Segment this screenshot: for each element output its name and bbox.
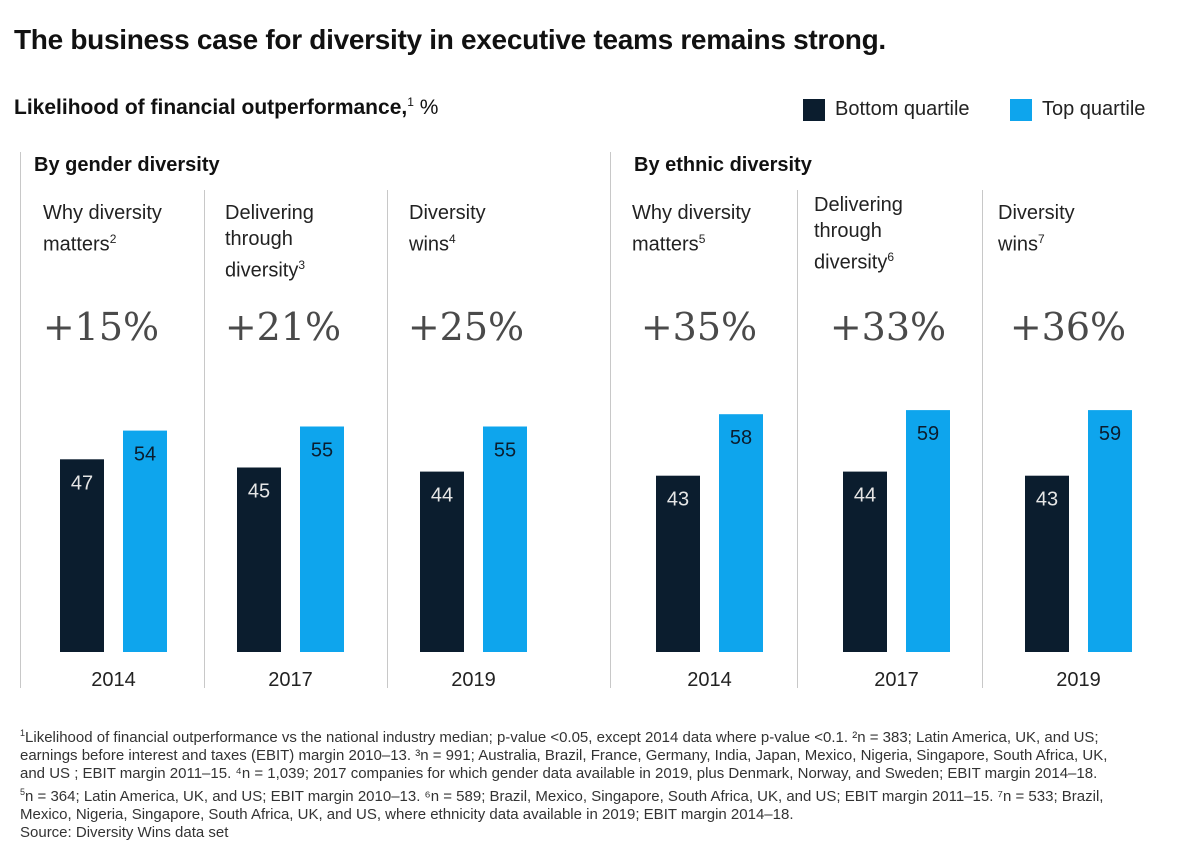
separator-ethnic-1 xyxy=(797,190,798,688)
column-label-gender-2014: Why diversity matters2 xyxy=(43,200,162,258)
column-label-line: wins7 xyxy=(998,232,1045,256)
source-note: Source: Diversity Wins data set xyxy=(20,824,229,841)
bar-value-label: 43 xyxy=(667,489,689,511)
bar-value-label: 44 xyxy=(854,485,876,507)
bar-value-label: 59 xyxy=(917,423,939,445)
column-label-line: Diversity xyxy=(409,202,486,224)
legend-label-top: Top quartile xyxy=(1042,98,1146,120)
column-label-footnote-marker: 2 xyxy=(109,232,117,246)
bar-bottom-quartile xyxy=(656,475,700,652)
bar-top-quartile xyxy=(123,430,167,652)
bar-value-label: 54 xyxy=(134,444,156,466)
separator-ethnic-2 xyxy=(982,190,983,688)
footnote-line: and US ; EBIT margin 2011–15. ⁴n = 1,039… xyxy=(20,765,1098,782)
separator-ethnic-left xyxy=(610,152,611,688)
chart-title: The business case for diversity in execu… xyxy=(14,24,886,55)
column-label-line: Delivering xyxy=(225,202,314,224)
bar-chart: 47 54 2014 45 55 2017 44 55 2019 43 58 2014 44 59 2017… xyxy=(60,410,1132,691)
footnote-marker: 5 xyxy=(20,787,26,797)
bar-bottom-quartile xyxy=(1025,475,1069,652)
bar-value-label: 47 xyxy=(71,472,93,494)
legend-label-bottom: Bottom quartile xyxy=(835,98,970,120)
outperformance-gender-2017: +21% xyxy=(224,305,342,349)
x-tick-label: 2014 xyxy=(687,669,732,691)
column-label-footnote-marker: 4 xyxy=(449,232,456,246)
bar-bottom-quartile xyxy=(420,471,464,652)
column-label-line: Diversity xyxy=(998,202,1075,224)
column-label-line: through xyxy=(225,228,293,250)
column-label-line: wins4 xyxy=(409,232,456,256)
column-label-footnote-marker: 5 xyxy=(698,232,706,246)
chart-subtitle: Likelihood of financial outperformance,1… xyxy=(14,95,438,120)
bar-bottom-quartile xyxy=(60,459,104,652)
column-label-footnote-marker: 6 xyxy=(887,250,895,264)
bar-top-quartile xyxy=(1088,410,1132,652)
column-label-line: matters5 xyxy=(632,232,706,256)
subtitle-footnote-marker: 1 xyxy=(407,95,414,109)
x-tick-label: 2019 xyxy=(451,669,496,691)
column-label-ethnic-2019: Diversity wins7 xyxy=(998,200,1075,258)
column-label-ethnic-2014: Why diversity matters5 xyxy=(632,200,751,258)
footnotes: 1Likelihood of financial outperformance … xyxy=(20,724,1170,842)
group-title-ethnic: By ethnic diversity xyxy=(634,154,812,176)
column-label-ethnic-2017: Delivering through diversity6 xyxy=(814,192,903,276)
column-label-line: diversity6 xyxy=(814,250,895,274)
bar-value-label: 44 xyxy=(431,485,453,507)
legend-swatch-top xyxy=(1010,98,1032,121)
subtitle-unit: % xyxy=(413,96,439,119)
separator-gender-2 xyxy=(387,190,388,688)
footnote-line: Mexico, Nigeria, Singapore, South Africa… xyxy=(20,806,794,823)
bar-top-quartile xyxy=(483,426,527,652)
footnote-line: 1Likelihood of financial outperformance … xyxy=(20,728,1099,746)
column-label-line: Why diversity xyxy=(632,202,751,224)
bar-top-quartile xyxy=(906,410,950,652)
bar-value-label: 45 xyxy=(248,481,270,503)
column-label-gender-2019: Diversity wins4 xyxy=(409,200,486,258)
footnote-lines: 1Likelihood of financial outperformance … xyxy=(20,724,1170,824)
footnote-line: 5n = 364; Latin America, UK, and US; EBI… xyxy=(20,787,1104,805)
legend-top-quartile: Top quartile xyxy=(1010,98,1145,121)
legend-bottom-quartile: Bottom quartile xyxy=(803,98,970,121)
outperformance-ethnic-2017: +33% xyxy=(829,305,947,349)
outperformance-gender-2019: +25% xyxy=(407,305,525,349)
x-tick-label: 2017 xyxy=(874,669,919,691)
bar-value-label: 58 xyxy=(730,427,752,449)
separator-gender-1 xyxy=(204,190,205,688)
column-label-line: Delivering xyxy=(814,194,903,216)
x-tick-label: 2017 xyxy=(268,669,313,691)
separator-gender-left xyxy=(20,152,21,688)
bar-value-label: 43 xyxy=(1036,489,1058,511)
column-label-footnote-marker: 7 xyxy=(1038,232,1045,246)
column-label-footnote-marker: 3 xyxy=(298,258,306,272)
group-title-gender: By gender diversity xyxy=(34,154,220,176)
column-label-line: Why diversity xyxy=(43,202,162,224)
outperformance-ethnic-2014: +35% xyxy=(640,305,758,349)
outperformance-gender-2014: +15% xyxy=(42,305,160,349)
column-label-line: matters2 xyxy=(43,232,117,256)
bar-value-label: 55 xyxy=(494,440,516,462)
legend-swatch-bottom xyxy=(803,98,825,121)
x-tick-label: 2019 xyxy=(1056,669,1101,691)
footnote-line: earnings before interest and taxes (EBIT… xyxy=(20,747,1108,764)
column-label-gender-2017: Delivering through diversity3 xyxy=(225,200,314,284)
column-label-line: diversity3 xyxy=(225,258,306,282)
bar-value-label: 59 xyxy=(1099,423,1121,445)
bar-value-label: 55 xyxy=(311,440,333,462)
bar-top-quartile xyxy=(719,414,763,652)
column-label-line: through xyxy=(814,220,882,242)
subtitle-text: Likelihood of financial outperformance, xyxy=(14,96,408,119)
footnote-marker: 1 xyxy=(20,728,26,738)
x-tick-label: 2014 xyxy=(91,669,136,691)
bar-bottom-quartile xyxy=(237,467,281,652)
bar-bottom-quartile xyxy=(843,471,887,652)
bar-top-quartile xyxy=(300,426,344,652)
outperformance-ethnic-2019: +36% xyxy=(1009,305,1127,349)
